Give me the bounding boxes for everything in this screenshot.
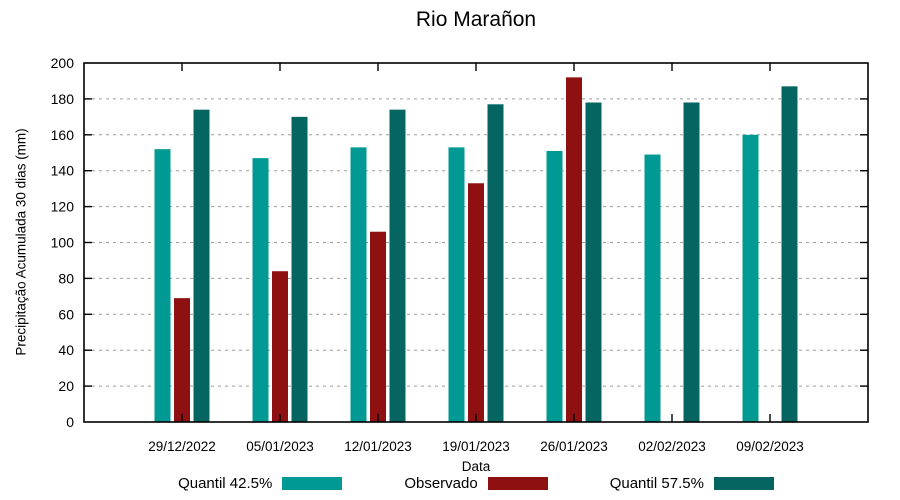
bar-quantil-57-5--09-02-2023 — [781, 86, 798, 423]
y-tick-label: 180 — [51, 91, 75, 107]
bar-quantil-57-5--02-02-2023 — [683, 102, 700, 423]
legend-swatch-quantil-42-5 — [282, 477, 343, 490]
bar-observado-19-01-2023 — [468, 183, 484, 422]
x-tick-label: 29/12/2022 — [148, 439, 216, 454]
bar-quantil-42-5--26-01-2023 — [546, 150, 563, 422]
x-tick-label: 02/02/2023 — [638, 439, 706, 454]
bar-quantil-42-5--19-01-2023 — [448, 147, 465, 423]
legend-label: Quantil 42.5% — [178, 475, 273, 492]
legend-item-observado: Observado — [404, 475, 548, 492]
y-tick-label: 120 — [51, 199, 75, 215]
bar-observado-29-12-2022 — [174, 298, 190, 422]
legend-swatch-observado — [487, 477, 548, 490]
bar-quantil-42-5--12-01-2023 — [350, 147, 367, 423]
bar-quantil-57-5--29-12-2022 — [193, 109, 210, 423]
chart-title: Rio Marañon — [415, 8, 537, 31]
bar-observado-05-01-2023 — [272, 271, 288, 422]
x-tick-label: 12/01/2023 — [344, 439, 412, 454]
bar-quantil-57-5--05-01-2023 — [291, 116, 308, 422]
bar-quantil-42-5--02-02-2023 — [644, 154, 661, 423]
bar-observado-12-01-2023 — [370, 231, 386, 422]
y-tick-label: 40 — [58, 342, 74, 358]
x-tick-label: 26/01/2023 — [540, 439, 608, 454]
x-tick-label: 09/02/2023 — [736, 439, 804, 454]
bar-quantil-57-5--26-01-2023 — [585, 102, 602, 423]
y-tick-label: 160 — [51, 127, 75, 143]
bar-quantil-42-5--09-02-2023 — [742, 134, 759, 423]
y-tick-label: 60 — [58, 306, 74, 322]
y-tick-label: 80 — [58, 270, 74, 286]
bar-quantil-42-5--05-01-2023 — [252, 158, 269, 422]
y-tick-label: 100 — [51, 235, 75, 251]
bar-quantil-57-5--12-01-2023 — [389, 109, 406, 423]
y-tick-label: 20 — [58, 378, 74, 394]
y-tick-label: 140 — [51, 163, 75, 179]
legend-item-quantil-57-5: Quantil 57.5% — [610, 475, 774, 492]
bar-quantil-42-5--29-12-2022 — [154, 149, 171, 422]
x-tick-label: 19/01/2023 — [442, 439, 510, 454]
y-tick-label: 0 — [66, 414, 74, 430]
plot-border — [83, 62, 869, 423]
legend-label: Quantil 57.5% — [609, 475, 704, 492]
x-axis-label: Data — [461, 459, 491, 474]
legend: Quantil 42.5% Observado Quantil 57.5% — [84, 475, 868, 492]
legend-swatch-quantil-57-5 — [713, 477, 774, 490]
y-tick-label: 200 — [51, 55, 75, 71]
bar-observado-26-01-2023 — [566, 77, 582, 423]
legend-item-quantil-42-5: Quantil 42.5% — [178, 475, 343, 492]
bar-quantil-57-5--19-01-2023 — [487, 104, 504, 422]
legend-label: Observado — [404, 475, 478, 492]
x-tick-label: 05/01/2023 — [246, 439, 314, 454]
